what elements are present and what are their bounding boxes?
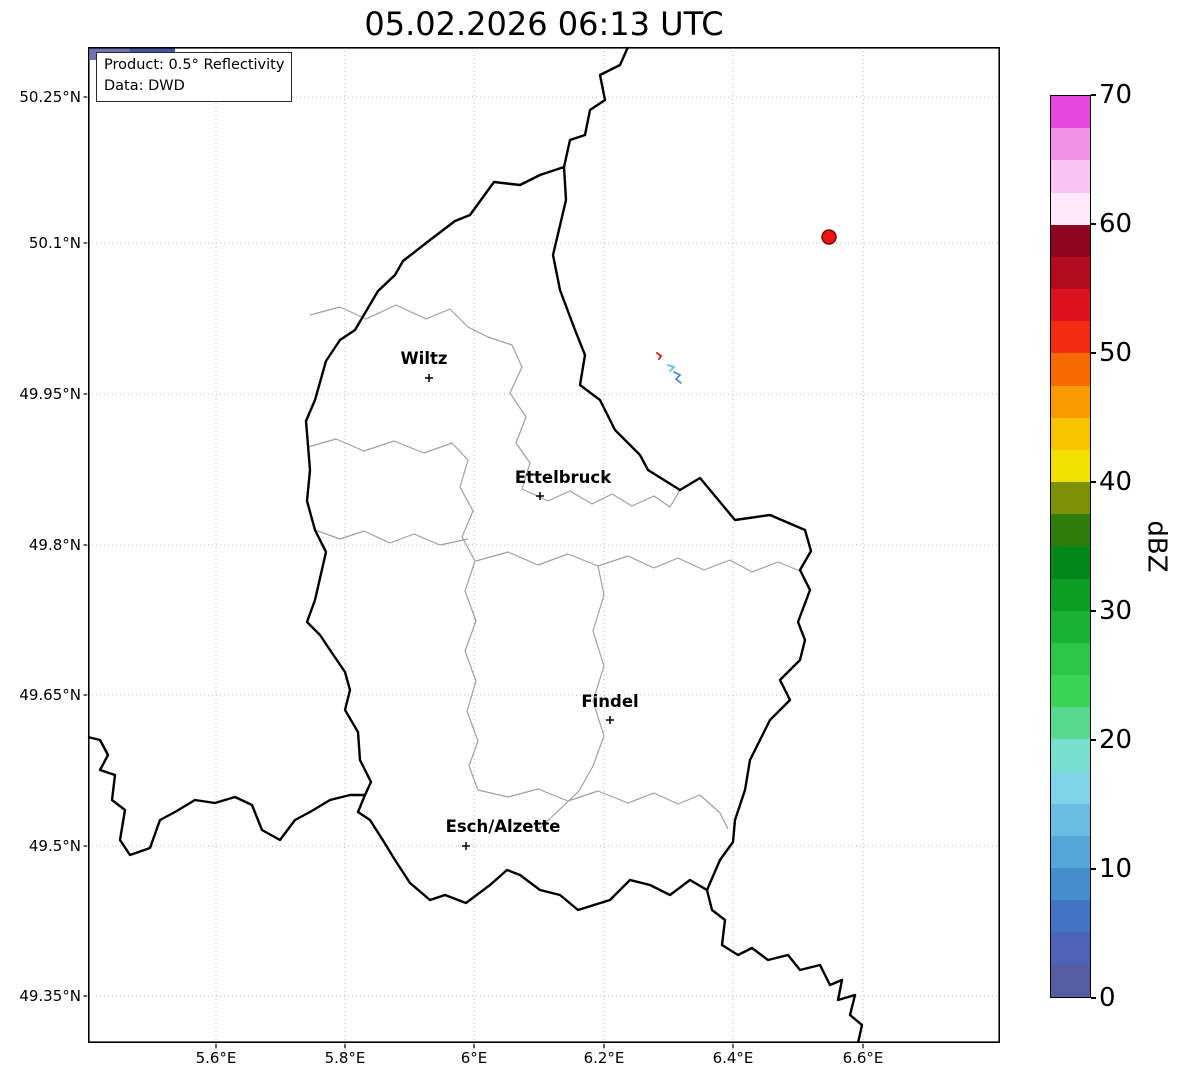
lon-tick-label: 6.2°E [583, 1049, 625, 1067]
lon-tick-label: 5.8°E [324, 1049, 366, 1067]
country-border-neighbor [705, 889, 864, 1044]
colorbar-band [1051, 256, 1090, 290]
canton-border-line [521, 488, 681, 508]
canton-borders [307, 304, 801, 831]
colorbar-band [1051, 385, 1090, 418]
colorbar-band [1051, 96, 1090, 129]
info-box: Product: 0.5° Reflectivity Data: DWD [96, 52, 293, 102]
colorbar-band [1051, 546, 1090, 579]
country-border-luxembourg [304, 165, 813, 912]
city-label: Findel [581, 692, 638, 711]
colorbar-band [1051, 514, 1090, 547]
colorbar-tick-mark [1091, 997, 1096, 999]
canton-border-line [309, 304, 513, 346]
colorbar-band [1051, 353, 1090, 386]
radar-map: Wiltz Ettelbruck Findel Esch/Alzette Produc… [83, 46, 1001, 1049]
radar-echo-speck [673, 371, 682, 384]
colorbar-tick-label: 10 [1099, 854, 1133, 884]
colorbar-tick-mark [1091, 481, 1096, 483]
gridlines [88, 47, 1000, 1043]
canton-border-line [509, 344, 531, 490]
radar-echo-speck [667, 364, 676, 372]
lon-tick-label: 6.6°E [842, 1049, 884, 1067]
colorbar-band [1051, 932, 1090, 965]
lat-tick-label: 49.95°N [19, 385, 81, 403]
colorbar-tick-mark [1091, 868, 1096, 870]
colorbar-tick-label: 60 [1099, 209, 1133, 239]
colorbar-band [1051, 707, 1090, 740]
country-border-neighbor [87, 735, 365, 857]
colorbar-band [1051, 449, 1090, 483]
canton-border-line [314, 529, 469, 546]
colorbar-band [1051, 160, 1090, 193]
colorbar-tick-mark [1091, 352, 1096, 354]
colorbar-band [1051, 417, 1090, 450]
lat-tick-label: 50.25°N [19, 88, 81, 106]
canton-border-line [307, 438, 469, 461]
canton-border-line [459, 459, 479, 791]
colorbar-tick-label: 20 [1099, 725, 1133, 755]
lat-tick-label: 49.65°N [19, 686, 81, 704]
colorbar-band [1051, 675, 1090, 708]
canton-border-line [475, 551, 801, 573]
map-frame-border [88, 47, 1001, 1044]
city-label: Wiltz [400, 349, 447, 368]
colorbar-band [1051, 578, 1090, 611]
colorbar-tick-label: 30 [1099, 596, 1133, 626]
colorbar-band [1051, 868, 1090, 901]
colorbar-tick-mark [1091, 739, 1096, 741]
lon-tick-label: 5.6°E [195, 1049, 237, 1067]
colorbar-band [1051, 964, 1090, 997]
lat-tick-label: 49.8°N [28, 536, 81, 554]
city-label: Esch/Alzette [446, 817, 561, 836]
figure-title: 05.02.2026 06:13 UTC [364, 5, 724, 43]
lon-tick-label: 6.4°E [712, 1049, 754, 1067]
info-product-line: Product: 0.5° Reflectivity [104, 57, 285, 73]
colorbar-band [1051, 321, 1090, 354]
colorbar-unit-label: dBZ [1141, 520, 1172, 573]
colorbar-tick-label: 50 [1099, 338, 1133, 368]
map-canvas: Wiltz Ettelbruck Findel Esch/Alzette [83, 46, 1001, 1049]
colorbar-band [1051, 192, 1090, 225]
colorbar-band [1051, 642, 1090, 676]
colorbar-tick-mark [1091, 610, 1096, 612]
colorbar-band [1051, 128, 1090, 161]
colorbar-band [1051, 803, 1090, 836]
lat-tick-label: 49.35°N [19, 987, 81, 1005]
colorbar-band [1051, 610, 1090, 643]
city-label: Ettelbruck [515, 468, 612, 487]
lat-tick-label: 49.5°N [28, 837, 81, 855]
colorbar-band [1051, 482, 1090, 515]
colorbar-band [1051, 739, 1090, 772]
colorbar-band [1051, 900, 1090, 933]
colorbar-band [1051, 771, 1090, 804]
colorbar-tick-mark [1091, 94, 1096, 96]
colorbar-tick-mark [1091, 223, 1096, 225]
colorbar-band [1051, 835, 1090, 869]
colorbar-tick-label: 70 [1099, 80, 1133, 110]
city-wiltz: Wiltz [400, 349, 448, 382]
radar-echo-speck [656, 352, 663, 360]
radar-echo-cell [821, 229, 837, 245]
city-ettelbruck: Ettelbruck [515, 468, 612, 500]
colorbar-tick-label: 40 [1099, 467, 1133, 497]
colorbar [1050, 95, 1091, 998]
city-findel: Findel [581, 692, 639, 724]
lat-tick-label: 50.1°N [28, 234, 81, 252]
colorbar-tick-label: 0 [1099, 983, 1116, 1013]
country-border-neighbor [562, 46, 630, 168]
city-esch-alzette: Esch/Alzette [446, 817, 561, 850]
info-data-source-line: Data: DWD [104, 78, 185, 94]
colorbar-band [1051, 224, 1090, 257]
canton-border-line [477, 788, 729, 830]
colorbar-band [1051, 289, 1090, 322]
lon-tick-label: 6°E [460, 1049, 488, 1067]
